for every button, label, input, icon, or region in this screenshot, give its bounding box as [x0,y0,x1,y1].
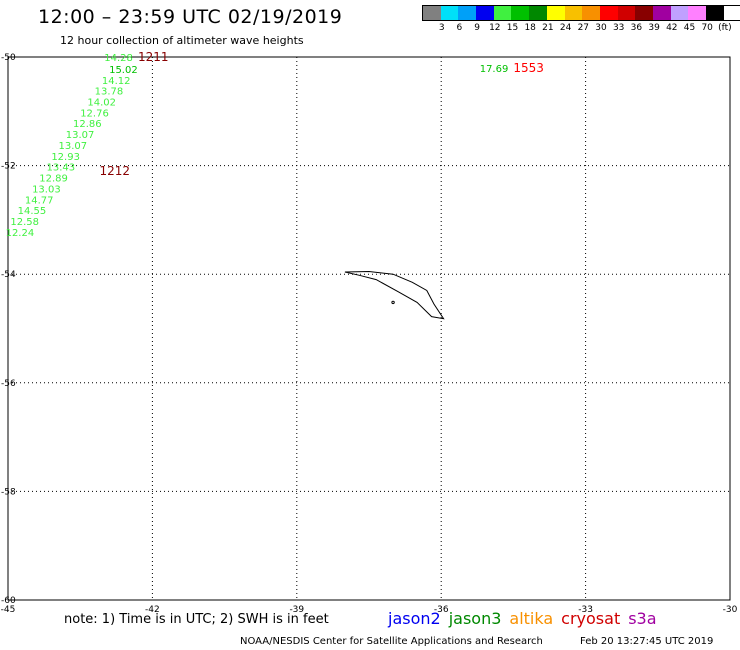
legend-labels: 3 6 9 12 15 18 21 24 27 30 33 36 39 42 45 70 (ft) [422,21,740,33]
legend-swatch [440,6,459,20]
legend-label: 21 [542,23,554,33]
legend-swatch [476,6,494,20]
wave-height-label: 14.77 [25,195,54,206]
page-subtitle: 12 hour collection of altimeter wave hei… [60,34,304,47]
units-note: note: 1) Time is in UTC; 2) SWH is in fe… [64,612,329,627]
x-tick-label: -36 [434,605,449,615]
wave-height-label: 12.58 [10,217,39,228]
page-title: 12:00 – 23:59 UTC 02/19/2019 [38,6,343,28]
map-frame [7,56,731,601]
y-tick-label: -58 [1,487,16,497]
wave-height-label: 12.24 [6,228,35,239]
legend-label: 36 [630,23,643,33]
legend-label: 27 [577,23,590,33]
wave-height-label: 17.69 [480,64,509,75]
legend-label: 39 [648,23,660,33]
island-coastline [344,270,445,320]
legend-label: (ft) [718,23,732,33]
wave-height-label: 13.03 [32,184,61,195]
legend-label: 33 [612,23,625,33]
legend-swatch [582,6,600,20]
credit-text: NOAA/NESDIS Center for Satellite Applica… [240,636,543,647]
wave-height-label: 12.76 [80,108,109,119]
wave-height-label: 13.43 [47,163,76,174]
legend-label: 45 [683,23,696,33]
satellite-name: altika [509,609,554,628]
legend-label: 15 [506,23,519,33]
x-tick-label: -45 [1,605,16,615]
legend-label: 70 [701,23,713,33]
legend-label: 24 [559,23,572,33]
track-time-label: 1211 [138,50,169,64]
legend-label: 12 [489,23,501,33]
legend-swatch [670,6,689,20]
y-tick-label: -56 [1,379,16,389]
x-tick-label: -30 [723,605,738,615]
wave-height-label: 14.55 [18,206,47,217]
legend-swatch [529,6,547,20]
legend-label: 42 [666,23,678,33]
wave-height-label: 14.28 [104,53,133,64]
legend-swatch [458,6,477,20]
x-tick-label: -42 [145,605,160,615]
x-tick-label: -33 [578,605,593,615]
satellite-key: jason2 jason3 altika cryosat s3a [388,609,665,628]
timestamp-text: Feb 20 13:27:45 UTC 2019 [580,636,714,647]
y-tick-label: -60 [1,596,16,606]
x-tick-label: -39 [289,605,304,615]
legend-swatches [422,5,740,21]
wave-height-label: 12.93 [51,152,80,163]
y-tick-label: -54 [1,270,16,280]
legend-label: 18 [524,23,536,33]
wave-height-label: 15.02 [109,65,138,76]
wave-height-label: 14.12 [102,76,131,87]
track-time-label: 1212 [99,164,130,178]
color-legend: 3 6 9 12 15 18 21 24 27 30 33 36 39 42 45 70 (ft) [422,5,740,33]
y-tick-label: -50 [1,53,16,63]
track-time-label: 1553 [513,61,544,75]
y-tick-label: -52 [1,162,16,172]
wave-height-label: 13.07 [66,130,95,141]
wave-height-label: 12.89 [39,174,68,185]
legend-swatch [423,6,441,20]
legend-swatch [652,6,671,20]
legend-label: 9 [474,23,480,33]
legend-label: 30 [595,23,607,33]
legend-swatch [546,6,565,20]
legend-swatch [688,6,706,20]
satellite-name: s3a [628,609,657,628]
wave-height-label: 14.02 [87,98,116,109]
satellite-name: cryosat [561,609,621,628]
satellite-name: jason3 [448,609,502,628]
legend-label: 3 [438,23,445,33]
legend-swatch [617,6,636,20]
legend-swatch [599,6,618,20]
wave-height-label: 13.07 [59,141,88,152]
legend-swatch [635,6,653,20]
legend-swatch [493,6,512,20]
legend-label: 6 [456,23,463,33]
legend-swatch [564,6,583,20]
islet-marker [391,300,395,305]
wave-height-label: 12.86 [73,119,102,130]
legend-swatch [706,6,724,20]
satellite-name: jason2 [388,609,441,628]
legend-swatch [511,6,530,20]
wave-height-label: 13.78 [95,87,124,98]
